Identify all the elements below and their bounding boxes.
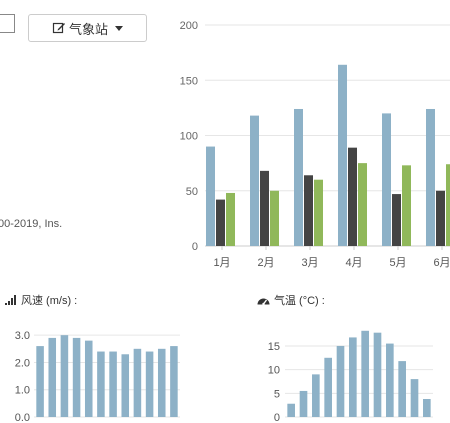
- bar: [133, 348, 142, 417]
- temperature-chart: 0 5 10 15: [268, 330, 433, 423]
- chevron-down-icon: [115, 25, 123, 31]
- bar: [250, 115, 259, 246]
- bar: [121, 354, 130, 417]
- bar: [170, 346, 178, 417]
- gauge-icon: [257, 298, 270, 306]
- bar: [206, 146, 215, 246]
- bar: [336, 345, 345, 417]
- monthly-bar-chart: 0 50 100 150 200 1月 2月 3月 4月 5月 6月: [180, 20, 450, 269]
- bar: [270, 190, 279, 246]
- signal-icon: [5, 295, 16, 305]
- y-tick-label: 15: [268, 341, 280, 353]
- bar: [436, 190, 445, 246]
- station-dropdown-button[interactable]: 气象站: [28, 14, 147, 42]
- x-tick-label: 3月: [301, 257, 318, 269]
- y-tick-label: 10: [268, 365, 280, 377]
- bar: [392, 194, 401, 246]
- bar: [36, 346, 44, 417]
- y-tick-label: 0.0: [15, 412, 30, 423]
- bar: [382, 113, 391, 247]
- bar: [260, 170, 269, 246]
- bar: [426, 108, 435, 246]
- bar: [48, 337, 57, 417]
- bar: [338, 64, 347, 246]
- bar: [402, 165, 411, 246]
- bar: [348, 147, 357, 246]
- bar: [314, 179, 323, 246]
- temp-title-label: 气温 (°C) :: [274, 295, 325, 307]
- bar: [72, 337, 81, 417]
- checkbox-edge[interactable]: [0, 14, 15, 33]
- temp-panel-title: 气温 (°C) :: [257, 292, 325, 308]
- bar: [145, 351, 154, 417]
- y-tick-label: 0: [192, 241, 198, 253]
- x-tick-label: 5月: [389, 257, 406, 269]
- bar: [304, 175, 313, 246]
- y-tick-label: 150: [180, 75, 198, 87]
- y-tick-label: 100: [180, 131, 198, 143]
- x-tick-label: 1月: [213, 257, 230, 269]
- bar: [410, 379, 419, 417]
- bar: [446, 164, 450, 246]
- bar: [216, 199, 225, 246]
- bar: [287, 403, 295, 417]
- y-tick-label: 2.0: [15, 357, 30, 369]
- x-tick-label: 4月: [345, 257, 362, 269]
- copyright-text: 00-2019, Ins.: [0, 218, 63, 230]
- bar: [84, 340, 93, 417]
- y-tick-label: 50: [186, 186, 198, 198]
- bar: [226, 192, 235, 246]
- bar: [157, 348, 166, 417]
- wind-title-label: 风速 (m/s) :: [21, 295, 78, 307]
- bar: [312, 374, 320, 417]
- wind-speed-chart: 0.0 1.0 2.0 3.0: [15, 330, 180, 423]
- station-button-label: 气象站: [68, 21, 108, 37]
- bar: [398, 361, 406, 417]
- bar: [324, 357, 332, 417]
- x-tick-label: 6月: [433, 257, 450, 269]
- edit-icon: [52, 22, 65, 34]
- y-tick-label: 200: [180, 20, 198, 32]
- bar: [294, 108, 303, 246]
- y-tick-label: 5: [274, 388, 280, 400]
- bar: [423, 399, 431, 417]
- bar: [349, 337, 357, 417]
- bar: [358, 163, 367, 246]
- x-tick-label: 2月: [257, 257, 274, 269]
- bar: [361, 330, 369, 417]
- y-tick-label: 1.0: [15, 385, 30, 397]
- y-tick-label: 3.0: [15, 330, 30, 342]
- bar: [109, 351, 117, 417]
- bar: [373, 332, 382, 417]
- bar: [97, 351, 105, 417]
- wind-panel-title: 风速 (m/s) :: [5, 292, 77, 308]
- bar: [299, 390, 308, 417]
- bar: [60, 335, 69, 417]
- y-tick-label: 0: [274, 412, 280, 423]
- bar: [386, 343, 394, 417]
